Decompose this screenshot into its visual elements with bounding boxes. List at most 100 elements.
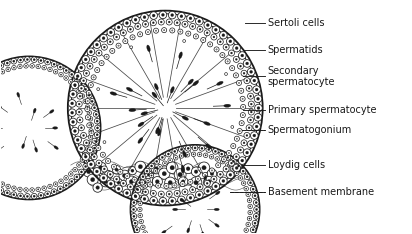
Circle shape (205, 155, 206, 156)
Circle shape (84, 58, 87, 61)
Circle shape (48, 184, 52, 189)
Circle shape (247, 198, 252, 203)
Circle shape (101, 176, 111, 187)
Circle shape (255, 88, 258, 91)
Circle shape (31, 57, 37, 62)
Circle shape (227, 164, 228, 166)
Circle shape (242, 98, 243, 99)
Circle shape (19, 195, 21, 197)
Ellipse shape (202, 232, 205, 234)
Circle shape (116, 43, 121, 48)
Circle shape (80, 94, 84, 98)
Circle shape (69, 72, 75, 77)
Circle shape (83, 140, 89, 146)
Circle shape (248, 127, 250, 129)
Circle shape (257, 107, 260, 110)
Circle shape (213, 178, 215, 180)
Circle shape (193, 34, 199, 39)
Circle shape (252, 229, 254, 231)
Circle shape (87, 158, 92, 164)
Circle shape (168, 21, 170, 23)
Circle shape (103, 168, 105, 170)
Circle shape (91, 105, 97, 111)
Circle shape (206, 32, 208, 34)
Circle shape (157, 185, 159, 186)
Circle shape (98, 162, 100, 164)
Circle shape (93, 58, 95, 60)
Circle shape (60, 181, 62, 182)
Circle shape (246, 85, 252, 91)
Circle shape (250, 111, 252, 113)
Circle shape (84, 88, 87, 91)
Circle shape (79, 95, 81, 97)
Circle shape (189, 196, 192, 199)
Circle shape (193, 154, 194, 155)
Circle shape (209, 44, 211, 45)
Circle shape (244, 78, 250, 84)
Circle shape (137, 26, 139, 27)
Circle shape (203, 39, 204, 41)
Circle shape (130, 35, 135, 40)
Circle shape (178, 147, 184, 152)
Circle shape (96, 134, 98, 136)
Circle shape (146, 178, 150, 183)
Circle shape (153, 28, 159, 33)
Circle shape (103, 180, 108, 184)
Circle shape (239, 65, 241, 67)
Circle shape (222, 179, 225, 182)
Circle shape (242, 106, 244, 108)
Circle shape (239, 130, 240, 132)
Circle shape (246, 135, 248, 136)
Circle shape (18, 57, 23, 63)
Circle shape (134, 222, 136, 224)
Text: Sertoli cells: Sertoli cells (268, 18, 324, 28)
Circle shape (55, 71, 56, 73)
Circle shape (198, 162, 210, 173)
Circle shape (248, 180, 253, 186)
Circle shape (213, 149, 218, 154)
Circle shape (54, 69, 58, 74)
Circle shape (85, 99, 90, 104)
Circle shape (96, 69, 98, 71)
Circle shape (255, 125, 258, 128)
Circle shape (11, 58, 16, 64)
Circle shape (65, 184, 67, 186)
Circle shape (101, 166, 108, 172)
Circle shape (184, 23, 186, 25)
Circle shape (183, 164, 193, 174)
Circle shape (70, 73, 73, 76)
Circle shape (239, 149, 241, 151)
Circle shape (123, 19, 131, 27)
Circle shape (151, 164, 162, 174)
Circle shape (246, 222, 250, 227)
Circle shape (235, 58, 237, 60)
Circle shape (135, 187, 141, 193)
Circle shape (234, 136, 239, 141)
Circle shape (132, 193, 138, 199)
Circle shape (139, 195, 143, 200)
Circle shape (165, 177, 176, 188)
Circle shape (252, 220, 258, 226)
Circle shape (115, 179, 122, 187)
Circle shape (143, 21, 149, 27)
Circle shape (133, 208, 135, 211)
Circle shape (175, 157, 176, 158)
Circle shape (0, 182, 5, 186)
Circle shape (94, 132, 100, 138)
Circle shape (80, 83, 82, 85)
Circle shape (140, 221, 142, 222)
Circle shape (98, 52, 100, 54)
Circle shape (166, 191, 172, 197)
Circle shape (211, 34, 217, 40)
Circle shape (68, 100, 76, 107)
Circle shape (80, 66, 83, 69)
Ellipse shape (206, 144, 211, 149)
Circle shape (150, 184, 151, 185)
Circle shape (246, 188, 247, 189)
Circle shape (213, 36, 215, 38)
Circle shape (241, 90, 242, 91)
Circle shape (141, 182, 143, 183)
Circle shape (176, 192, 178, 194)
Circle shape (244, 228, 248, 232)
Circle shape (171, 200, 174, 202)
